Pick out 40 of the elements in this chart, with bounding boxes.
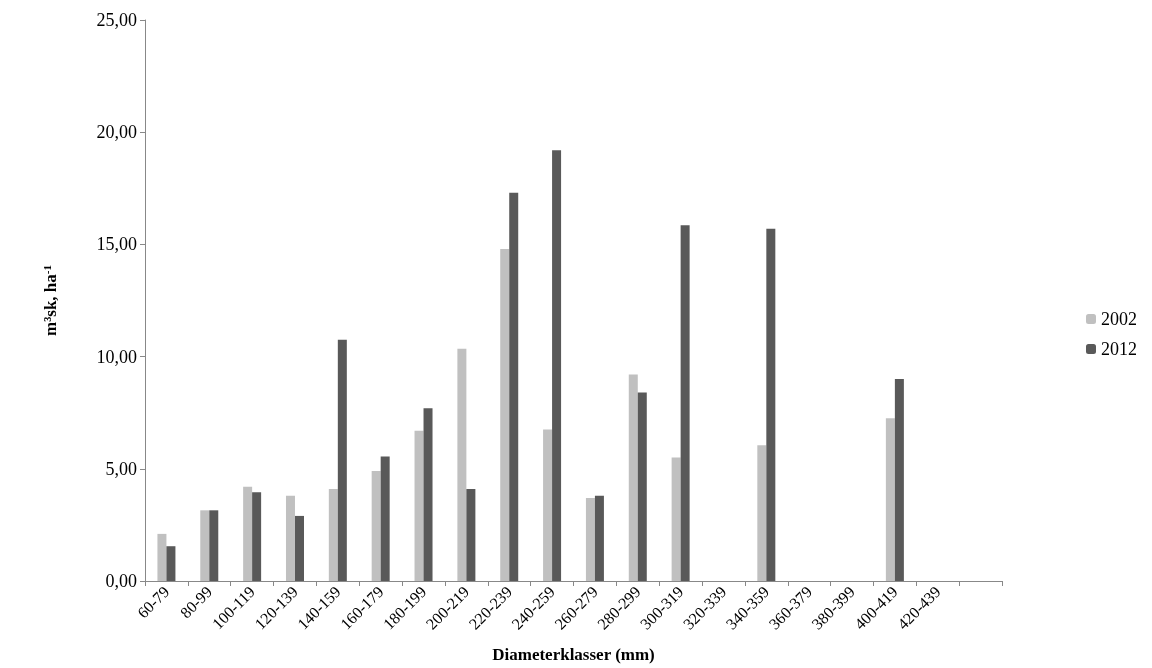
bar <box>200 510 210 581</box>
bar <box>252 492 262 581</box>
y-tick-label: 10,00 <box>96 346 137 367</box>
y-tick-label: 20,00 <box>96 122 137 143</box>
bar <box>294 515 304 581</box>
bar <box>209 510 219 581</box>
bar <box>371 471 381 581</box>
bar <box>423 408 433 581</box>
y-tick-label: 0,00 <box>105 571 137 591</box>
y-tick-label: 5,00 <box>105 458 137 479</box>
bar <box>628 374 638 581</box>
bar <box>166 546 176 581</box>
bar <box>380 456 390 581</box>
legend-label: 2002 <box>1101 309 1137 329</box>
bar <box>509 192 519 581</box>
bar <box>543 429 553 581</box>
bar <box>414 430 424 581</box>
bar <box>328 489 338 581</box>
y-tick-label: 15,00 <box>96 234 137 255</box>
bar <box>894 379 904 581</box>
legend-label: 2012 <box>1101 339 1137 359</box>
bar <box>637 392 647 581</box>
bar <box>500 248 510 581</box>
y-axis-title: m³sk, ha-1 <box>40 265 60 336</box>
bar <box>552 150 562 581</box>
bar <box>594 495 604 581</box>
bar <box>466 489 476 581</box>
bar <box>757 445 767 581</box>
x-axis-title: Diameterklasser (mm) <box>492 645 655 664</box>
bar <box>457 348 467 581</box>
bar <box>671 457 681 581</box>
bar <box>585 497 595 581</box>
bar <box>766 228 776 581</box>
y-tick-label: 25,00 <box>96 10 137 30</box>
bar <box>885 418 895 581</box>
bar <box>680 225 690 581</box>
bar <box>243 486 253 581</box>
bar <box>285 495 295 581</box>
bar <box>157 533 167 581</box>
bar <box>337 339 347 581</box>
